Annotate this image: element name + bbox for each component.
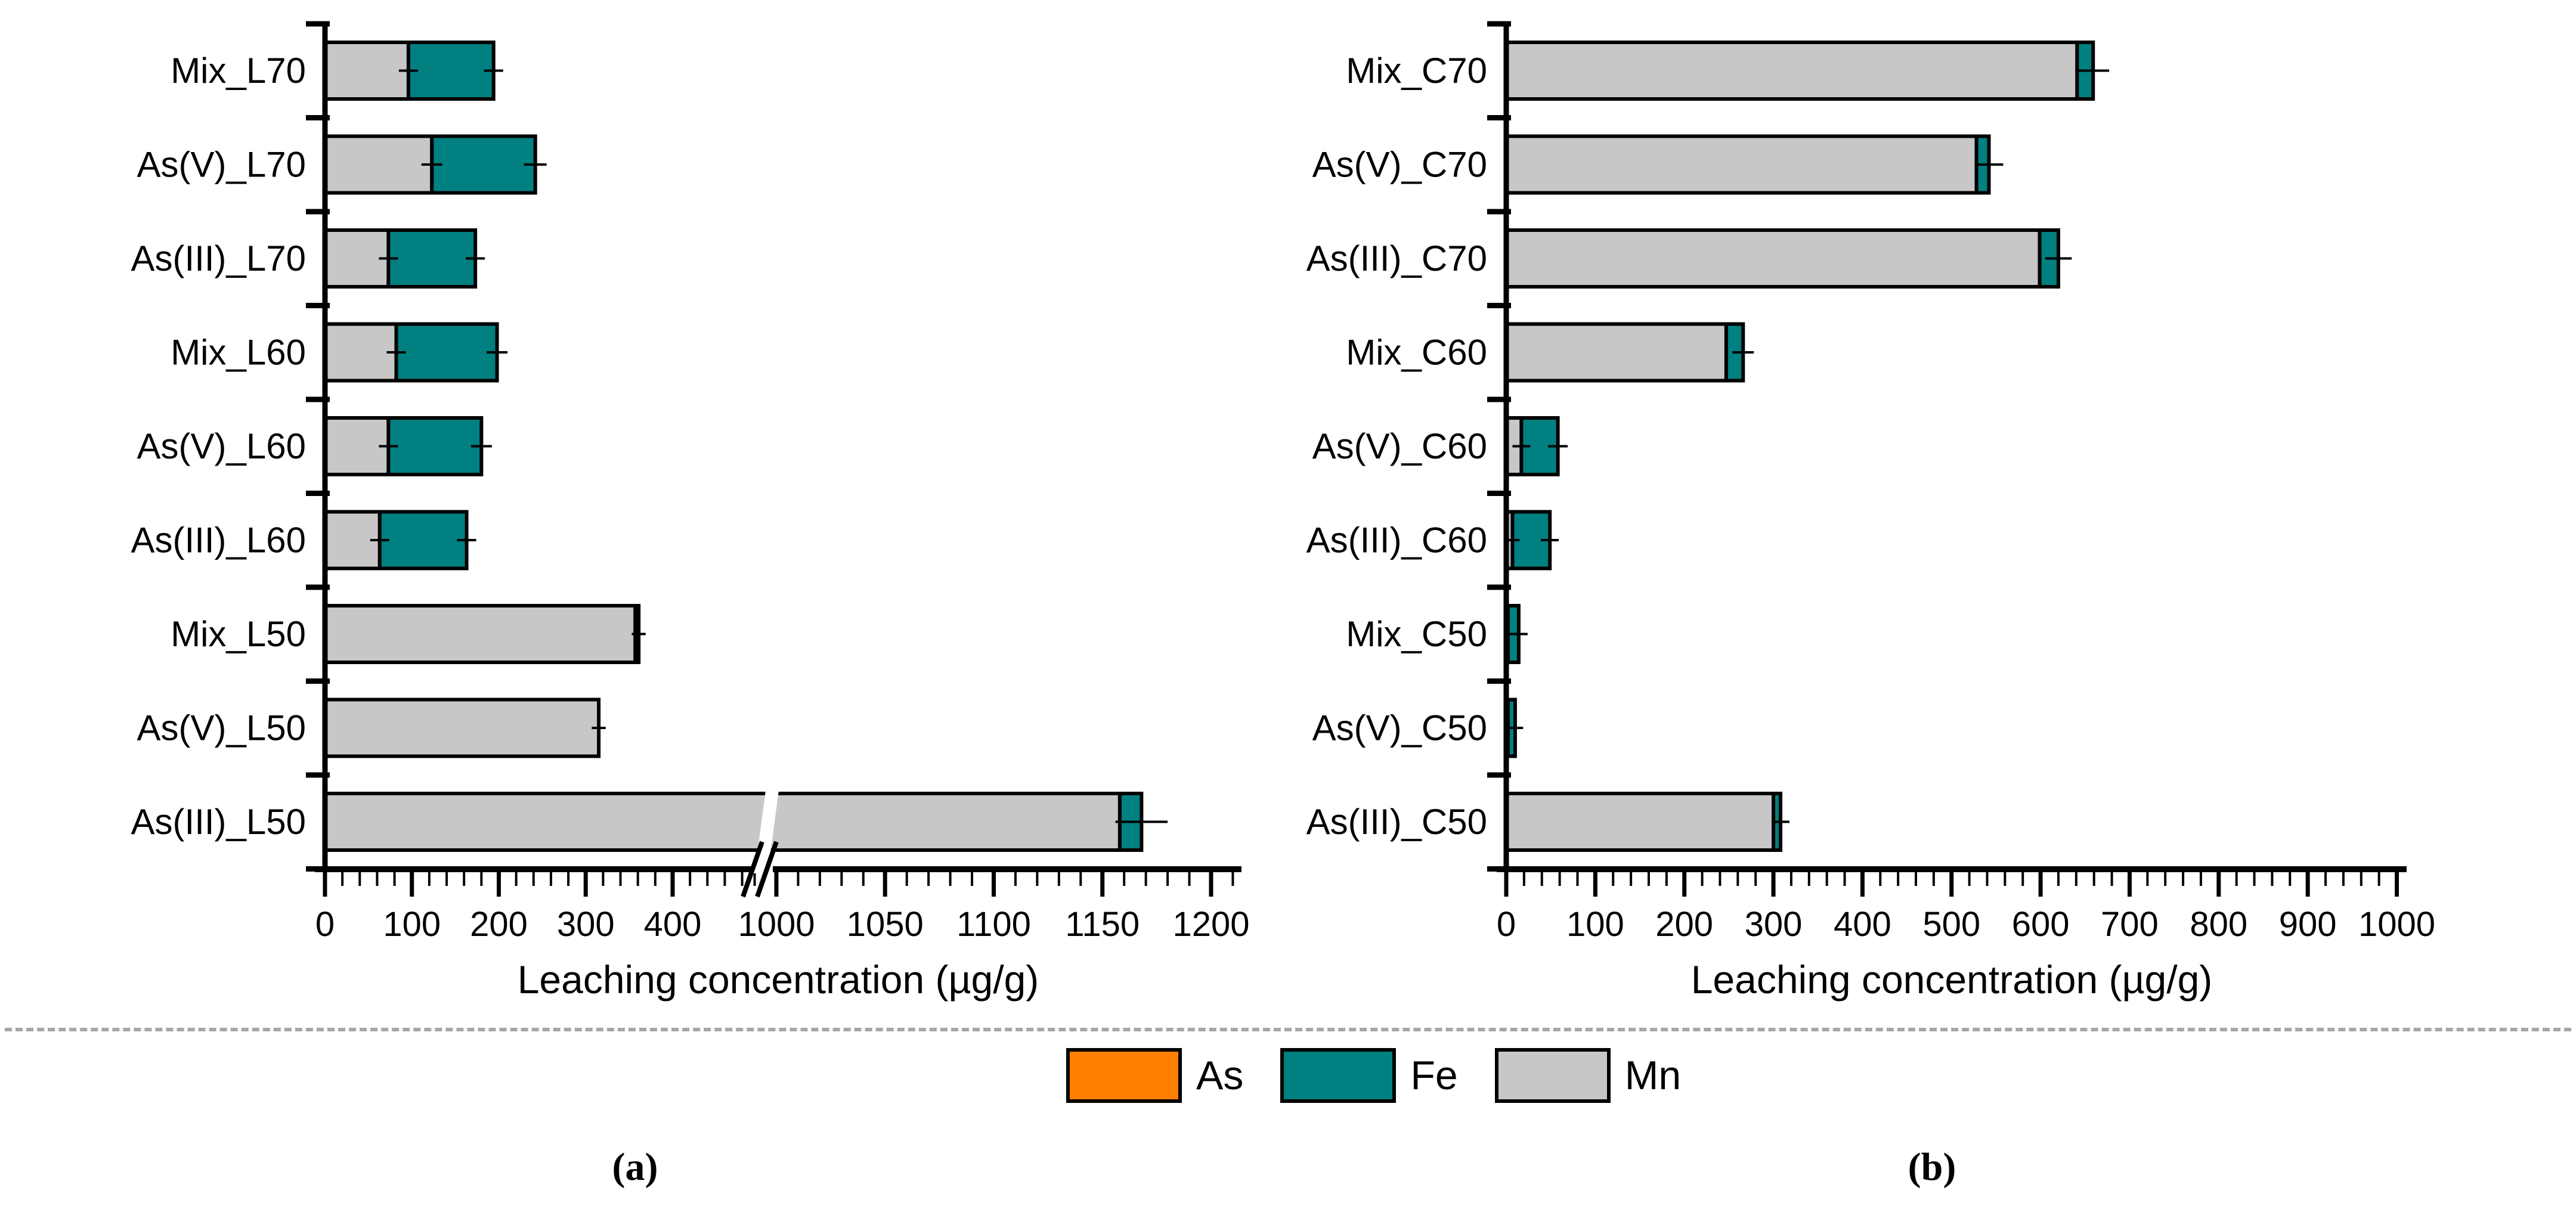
x-axis-tick-label: 1150 [1065, 905, 1140, 944]
category-label-Mix_C70: Mix_C70 [1346, 51, 1487, 91]
legend-label-fe: Fe [1410, 1053, 1458, 1098]
x-axis-tick-label: 400 [1834, 905, 1891, 944]
category-label-As(III)_L50: As(III)_L50 [131, 802, 306, 842]
x-axis-tick-label: 0 [315, 905, 335, 944]
x-axis-title: Leaching concentration (µg/g) [518, 957, 1039, 1002]
chart-b-leaching-C-series: Mix_C70 As(V)_C70 As(III)_C70 Mix_C60 As(V)_… [1306, 21, 2435, 1002]
bar-segment-fe-As(V)_L70 [430, 134, 537, 195]
bar-segment-mn-Mix_C70 [1504, 41, 2079, 101]
x-axis-tick-label: 700 [2101, 905, 2159, 944]
x-axis-tick-label: 100 [1566, 905, 1624, 944]
category-label-As(V)_L60: As(V)_L60 [137, 426, 306, 466]
bar-segment-fe-Mix_L60 [394, 322, 499, 383]
caption-b: (b) [1908, 1145, 1956, 1189]
legend-swatch-as [1066, 1048, 1182, 1103]
bar-segment-mn-As(V)_L60 [323, 416, 391, 476]
x-axis-tick-label: 1050 [847, 905, 924, 944]
category-label-As(III)_L60: As(III)_L60 [131, 520, 306, 560]
category-label-As(V)_L70: As(V)_L70 [137, 145, 306, 185]
separator-dashed-line [5, 1028, 2571, 1031]
legend-swatch-fe [1280, 1048, 1397, 1103]
category-label-As(III)_C60: As(III)_C60 [1306, 520, 1487, 560]
category-label-As(V)_C60: As(V)_C60 [1312, 426, 1487, 466]
x-axis-tick-label: 0 [1497, 905, 1516, 944]
bar-segment-fe-As(III)_L60 [377, 510, 469, 571]
x-axis-tick-label: 500 [1922, 905, 1980, 944]
x-axis-tick-label: 1000 [738, 905, 815, 944]
bar-segment-mn-As(III)_L50 [323, 792, 1122, 852]
category-label-Mix_C60: Mix_C60 [1346, 333, 1487, 373]
x-axis-tick-label: 1200 [1172, 905, 1249, 944]
legend-label-as: As [1196, 1053, 1244, 1098]
x-axis-tick-label: 300 [1745, 905, 1803, 944]
category-label-Mix_L50: Mix_L50 [171, 614, 306, 654]
x-axis-tick-label: 300 [557, 905, 615, 944]
bar-segment-mn-As(III)_C70 [1504, 228, 2042, 289]
bar-segment-mn-As(V)_L50 [323, 698, 601, 758]
bar-segment-fe-As(V)_L60 [386, 416, 484, 476]
x-axis-tick-label: 200 [470, 905, 528, 944]
x-axis-tick-label: 100 [383, 905, 441, 944]
x-axis-tick-label: 900 [2279, 905, 2337, 944]
bar-segment-mn-Mix_L50 [323, 604, 637, 664]
bar-segment-mn-Mix_C60 [1504, 322, 1728, 383]
x-axis-tick-label: 800 [2190, 905, 2247, 944]
category-label-As(III)_C70: As(III)_C70 [1306, 238, 1487, 278]
category-label-Mix_L70: Mix_L70 [171, 51, 306, 91]
bar-segment-fe-As(III)_L70 [386, 228, 478, 289]
legend-swatch-mn [1494, 1048, 1611, 1103]
x-axis-title: Leaching concentration (µg/g) [1691, 957, 2213, 1002]
bar-segment-mn-As(V)_C70 [1504, 134, 1979, 195]
category-label-As(III)_C50: As(III)_C50 [1306, 802, 1487, 842]
x-axis-tick-label: 200 [1655, 905, 1713, 944]
x-axis-tick-label: 1100 [956, 905, 1031, 944]
chart-a-leaching-L-series: Mix_L70 As(V)_L70 As(III)_L70 Mix_L60 As(V)_… [131, 21, 1250, 1002]
category-label-As(III)_L70: As(III)_L70 [131, 238, 306, 278]
bar-segment-mn-As(III)_C50 [1504, 792, 1776, 852]
legend: As Fe Mn [1066, 1048, 1718, 1103]
category-label-Mix_C50: Mix_C50 [1346, 614, 1487, 654]
x-axis-tick-label: 400 [644, 905, 702, 944]
category-label-As(V)_C70: As(V)_C70 [1312, 145, 1487, 185]
bar-segment-mn-As(V)_L70 [323, 134, 434, 195]
x-axis-break-slash-1 [741, 841, 764, 898]
legend-label-mn: Mn [1624, 1053, 1682, 1098]
category-label-As(V)_L50: As(V)_L50 [137, 708, 306, 748]
bar-break-gap-As(III)_L50 [757, 791, 779, 853]
category-label-Mix_L60: Mix_L60 [171, 333, 306, 373]
caption-a: (a) [612, 1145, 658, 1189]
x-axis-break-slash-2 [755, 841, 779, 898]
x-axis-tick-label: 1000 [2358, 905, 2435, 944]
category-label-As(V)_C50: As(V)_C50 [1312, 708, 1487, 748]
bar-segment-mn-Mix_L70 [323, 41, 410, 101]
bar-segment-mn-Mix_L60 [323, 322, 398, 383]
bar-segment-fe-Mix_L70 [406, 41, 496, 101]
x-axis-tick-label: 600 [2012, 905, 2070, 944]
